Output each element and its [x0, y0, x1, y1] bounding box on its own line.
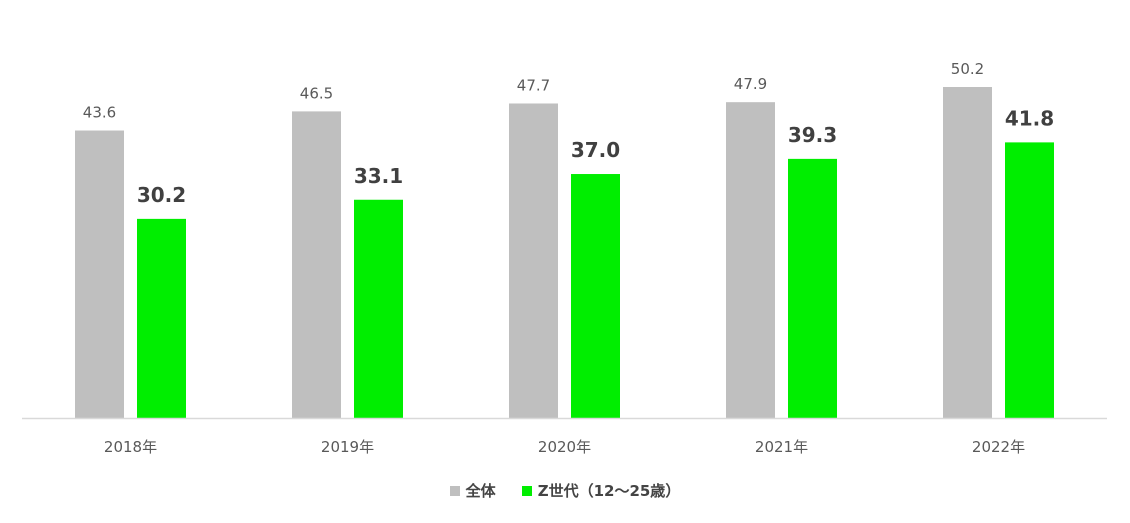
x-tick-label: 2019年 — [321, 438, 374, 456]
legend-label-overall: 全体 — [465, 482, 496, 500]
data-label-gen-z: 33.1 — [354, 164, 403, 188]
bar-chart: 43.6 30.2 2018年 46.5 33.1 2019年 47.7 37.0 2020年 4… — [22, 60, 1107, 456]
x-tick-label: 2021年 — [755, 438, 808, 456]
data-label-gen-z: 30.2 — [137, 183, 186, 207]
bar-gen-z — [788, 158, 837, 418]
x-tick-label: 2018年 — [104, 438, 157, 456]
chart-legend: 全体 Z世代（12〜25歳） — [0, 480, 1130, 501]
bar-gen-z — [354, 199, 403, 418]
bar-gen-z — [571, 174, 620, 418]
data-label-overall: 47.7 — [517, 76, 550, 94]
legend-swatch-overall — [449, 485, 460, 496]
legend-label-gen-z: Z世代（12〜25歳） — [537, 482, 681, 500]
bar-overall — [943, 87, 992, 418]
x-tick-label: 2022年 — [972, 438, 1025, 456]
data-label-gen-z: 39.3 — [788, 123, 837, 147]
bar-overall — [292, 111, 341, 418]
legend-item-gen-z: Z世代（12〜25歳） — [521, 480, 681, 501]
bar-overall — [509, 103, 558, 418]
data-label-overall: 47.9 — [734, 75, 767, 93]
x-tick-label: 2020年 — [538, 438, 591, 456]
legend-swatch-gen-z — [521, 485, 532, 496]
data-label-overall: 46.5 — [300, 84, 333, 102]
bar-overall — [75, 130, 124, 418]
data-label-gen-z: 41.8 — [1005, 106, 1054, 130]
bar-overall — [726, 102, 775, 418]
bar-gen-z — [137, 218, 186, 418]
bar-gen-z — [1005, 142, 1054, 418]
data-label-overall: 50.2 — [951, 60, 984, 78]
data-label-overall: 43.6 — [83, 104, 116, 122]
data-label-gen-z: 37.0 — [571, 138, 620, 162]
legend-item-overall: 全体 — [449, 480, 496, 501]
